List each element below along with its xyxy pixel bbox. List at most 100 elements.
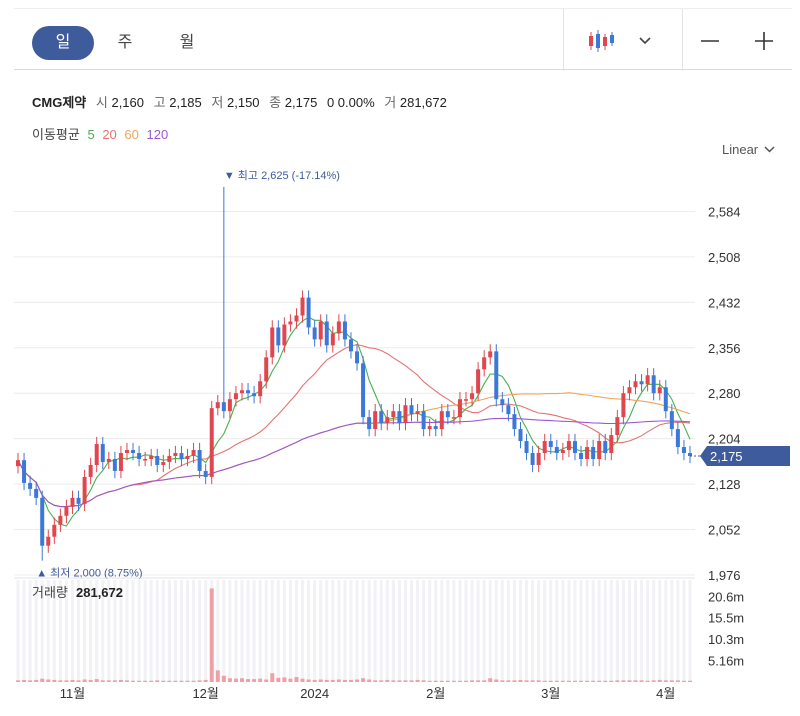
volume-bar bbox=[397, 680, 402, 682]
volume-bar bbox=[76, 680, 81, 682]
ma-5-line bbox=[17, 316, 691, 527]
volume-bar bbox=[300, 678, 305, 682]
volume-bar bbox=[167, 680, 172, 682]
high-label: 고 bbox=[153, 95, 166, 110]
candle-body bbox=[512, 414, 517, 430]
ma-120: 120 bbox=[146, 127, 169, 142]
candle-body bbox=[482, 357, 487, 370]
candle-body bbox=[82, 476, 87, 504]
volume-bar bbox=[137, 680, 142, 682]
volume-bar bbox=[464, 680, 468, 682]
volume-bar bbox=[476, 680, 481, 682]
volume-bar bbox=[675, 680, 680, 682]
volume-bar bbox=[681, 680, 686, 682]
period-tab-month[interactable]: 월 bbox=[179, 34, 195, 51]
volume-bar bbox=[240, 678, 244, 682]
candle-body bbox=[657, 387, 662, 394]
period-tab-day[interactable]: 일 bbox=[32, 26, 94, 60]
candle-body bbox=[591, 447, 596, 459]
candle-body bbox=[681, 447, 686, 454]
volume-bar bbox=[403, 680, 408, 682]
volume-bar bbox=[591, 680, 596, 682]
plus-icon[interactable] bbox=[750, 23, 778, 59]
candle-body bbox=[58, 515, 63, 525]
volume-bar bbox=[191, 680, 196, 682]
volume-bar bbox=[433, 680, 438, 682]
x-tick-label: 11월 bbox=[60, 686, 85, 701]
volume-tick-label: 20.6m bbox=[708, 589, 744, 604]
volume-bar bbox=[28, 680, 33, 682]
y-tick-label: 2,432 bbox=[708, 295, 741, 310]
candle-body bbox=[161, 461, 166, 465]
volume-bar bbox=[88, 679, 93, 682]
chevron-down-icon[interactable] bbox=[634, 23, 656, 59]
candle-body bbox=[191, 450, 196, 457]
volume-bar bbox=[318, 679, 323, 682]
chevron-down-icon bbox=[764, 146, 775, 153]
candle-body bbox=[240, 390, 244, 394]
candle-body bbox=[421, 411, 426, 430]
candle-body bbox=[615, 417, 620, 436]
candle-body bbox=[94, 444, 99, 465]
candle-body bbox=[451, 417, 456, 419]
y-tick-label: 2,280 bbox=[708, 386, 741, 401]
candle-body bbox=[282, 324, 287, 346]
y-tick-label: 2,356 bbox=[708, 341, 741, 356]
y-tick-label: 2,052 bbox=[708, 523, 741, 538]
low-value: 2,150 bbox=[227, 95, 260, 110]
candle-body bbox=[143, 458, 148, 461]
candle-body bbox=[203, 470, 208, 477]
volume-bar bbox=[233, 678, 238, 682]
volume-bar bbox=[409, 680, 414, 682]
scale-selector[interactable]: Linear bbox=[722, 142, 775, 157]
candlestick-icon[interactable] bbox=[584, 23, 618, 59]
volume-bar bbox=[439, 680, 444, 682]
volume-bar bbox=[367, 679, 372, 682]
candle-body bbox=[355, 351, 360, 364]
volume-bar bbox=[40, 678, 45, 682]
volume-bar bbox=[330, 679, 335, 682]
x-tick-label: 2월 bbox=[426, 686, 445, 701]
candle-body bbox=[118, 453, 123, 471]
y-tick-label: 2,508 bbox=[708, 250, 741, 265]
candle-body bbox=[336, 321, 341, 334]
candle-body bbox=[88, 464, 93, 477]
volume-bar bbox=[264, 679, 269, 682]
candle-body bbox=[542, 441, 547, 454]
candle-body bbox=[397, 411, 402, 424]
candle-body bbox=[76, 497, 81, 504]
current-price-tag bbox=[700, 446, 790, 467]
candle-body bbox=[621, 393, 626, 418]
volume-bar bbox=[421, 680, 426, 682]
volume-bar bbox=[470, 680, 475, 682]
toolbar-divider bbox=[563, 9, 564, 71]
candle-body bbox=[572, 441, 577, 454]
candle-body bbox=[470, 393, 475, 400]
candle-body bbox=[585, 447, 590, 459]
volume-bar bbox=[58, 680, 63, 682]
candle-body bbox=[149, 456, 154, 459]
volume-bar bbox=[688, 680, 692, 682]
candle-body bbox=[324, 321, 329, 346]
candle-body bbox=[227, 399, 232, 412]
volume-value: 281,672 bbox=[76, 585, 123, 600]
candle-body bbox=[264, 357, 269, 382]
candle-body bbox=[306, 297, 311, 328]
minus-icon[interactable] bbox=[696, 23, 724, 59]
candle-body bbox=[330, 333, 335, 346]
volume-bar bbox=[197, 680, 202, 682]
candle-body bbox=[379, 411, 384, 424]
current-price-label: 2,175 bbox=[710, 449, 743, 464]
volume-bar bbox=[155, 680, 160, 682]
candle-body bbox=[100, 444, 105, 462]
ma-5: 5 bbox=[87, 127, 95, 142]
candle-body bbox=[318, 321, 323, 340]
quote-summary: CMG제약 시 2,160 고 2,185 저 2,150 종 2,175 0 … bbox=[32, 92, 447, 111]
candle-body bbox=[554, 447, 559, 454]
candle-body bbox=[300, 297, 305, 316]
ma-120-line bbox=[17, 417, 691, 508]
candle-body bbox=[70, 497, 75, 507]
period-tab-week[interactable]: 주 bbox=[117, 34, 133, 51]
candle-body bbox=[179, 453, 184, 459]
